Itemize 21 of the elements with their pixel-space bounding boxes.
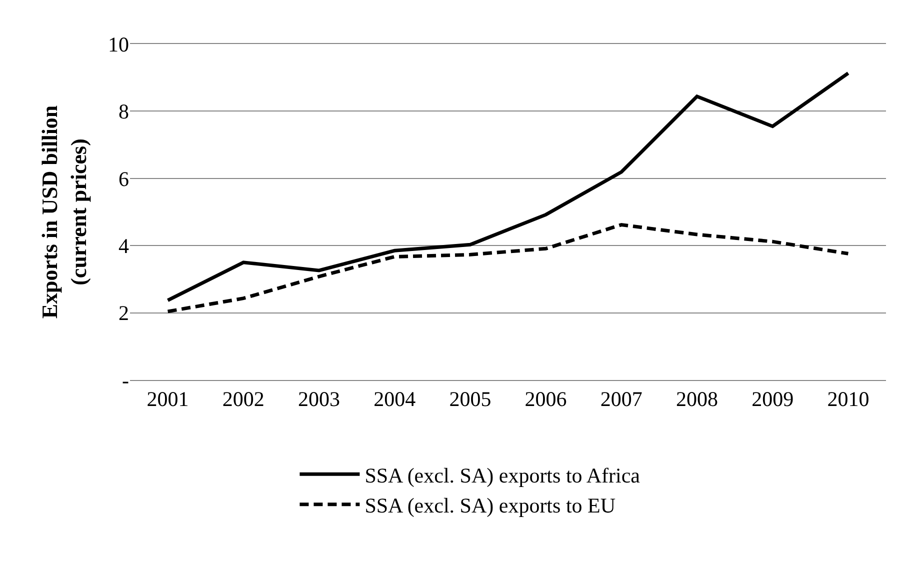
line-series bbox=[166, 223, 850, 314]
legend-label: SSA (excl. SA) exports to EU bbox=[364, 494, 616, 518]
y-tick-label: 8 bbox=[118, 100, 129, 124]
line-series bbox=[166, 71, 850, 302]
x-tick-label: 2006 bbox=[524, 387, 567, 412]
x-tick-label: 2004 bbox=[374, 387, 416, 412]
x-tick-label: 2007 bbox=[600, 387, 642, 412]
y-tick-label: 4 bbox=[118, 234, 130, 258]
y-axis-title: Exports in USD billion (current prices) bbox=[37, 105, 91, 319]
x-tick-label: 2001 bbox=[146, 387, 189, 412]
y-tick-label: 10 bbox=[108, 32, 129, 56]
y-tick-label: 2 bbox=[118, 301, 129, 326]
legend-label: SSA (excl. SA) exports to Africa bbox=[364, 463, 641, 488]
x-tick-label: 2008 bbox=[676, 387, 718, 412]
y-tick-label: 6 bbox=[118, 166, 129, 191]
x-tick-label: 2002 bbox=[222, 387, 264, 412]
x-tick-label: 2005 bbox=[449, 387, 492, 412]
x-tick-label: 2010 bbox=[827, 387, 870, 412]
x-tick-label: 2003 bbox=[298, 387, 340, 412]
y-tick-label: - bbox=[122, 368, 129, 392]
x-tick-label: 2009 bbox=[752, 387, 794, 412]
